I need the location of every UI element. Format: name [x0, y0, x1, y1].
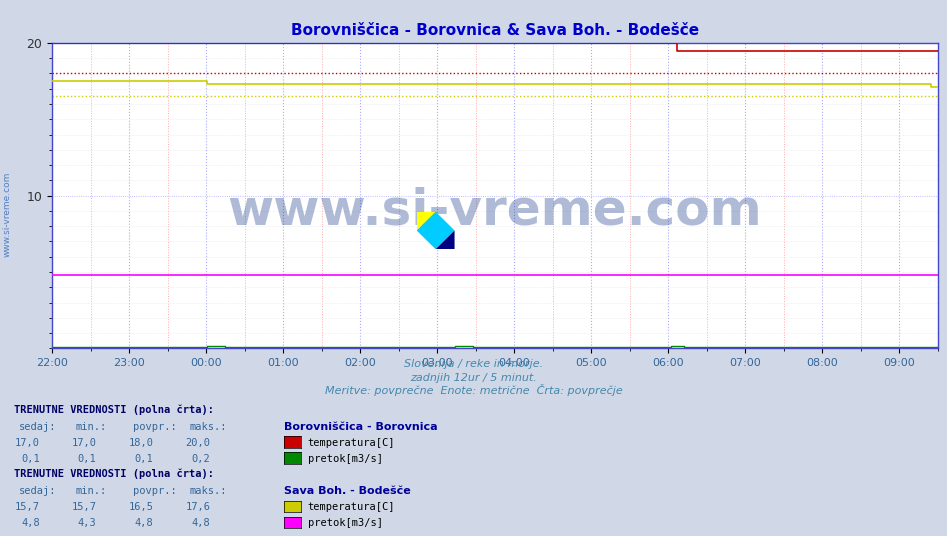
Text: 4,8: 4,8 — [21, 518, 40, 528]
Text: temperatura[C]: temperatura[C] — [308, 438, 395, 448]
Text: 15,7: 15,7 — [72, 502, 97, 512]
Text: Sava Boh. - Bodešče: Sava Boh. - Bodešče — [284, 486, 411, 496]
Text: Meritve: povprečne  Enote: metrične  Črta: povprečje: Meritve: povprečne Enote: metrične Črta:… — [325, 384, 622, 396]
Text: 17,6: 17,6 — [186, 502, 210, 512]
Text: 20,0: 20,0 — [186, 438, 210, 448]
Text: Slovenija / reke in morje.: Slovenija / reke in morje. — [404, 359, 543, 369]
Text: povpr.:: povpr.: — [133, 486, 176, 496]
Title: Borovniščica - Borovnica & Sava Boh. - Bodešče: Borovniščica - Borovnica & Sava Boh. - B… — [291, 23, 699, 38]
Text: maks.:: maks.: — [189, 486, 227, 496]
Text: www.si-vreme.com: www.si-vreme.com — [227, 187, 762, 235]
Text: povpr.:: povpr.: — [133, 422, 176, 432]
Text: 4,8: 4,8 — [134, 518, 153, 528]
Text: 17,0: 17,0 — [72, 438, 97, 448]
Text: maks.:: maks.: — [189, 422, 227, 432]
Text: temperatura[C]: temperatura[C] — [308, 502, 395, 512]
Text: 17,0: 17,0 — [15, 438, 40, 448]
Text: 15,7: 15,7 — [15, 502, 40, 512]
Text: pretok[m3/s]: pretok[m3/s] — [308, 518, 383, 528]
Text: Borovniščica - Borovnica: Borovniščica - Borovnica — [284, 422, 438, 432]
Text: TRENUTNE VREDNOSTI (polna črta):: TRENUTNE VREDNOSTI (polna črta): — [14, 468, 214, 479]
Text: 0,1: 0,1 — [78, 454, 97, 464]
Text: 16,5: 16,5 — [129, 502, 153, 512]
Text: www.si-vreme.com: www.si-vreme.com — [3, 172, 12, 257]
Text: 0,1: 0,1 — [134, 454, 153, 464]
Text: 0,1: 0,1 — [21, 454, 40, 464]
Text: 18,0: 18,0 — [129, 438, 153, 448]
Text: min.:: min.: — [76, 486, 107, 496]
Text: TRENUTNE VREDNOSTI (polna črta):: TRENUTNE VREDNOSTI (polna črta): — [14, 404, 214, 415]
Text: sedaj:: sedaj: — [19, 486, 57, 496]
Text: 4,3: 4,3 — [78, 518, 97, 528]
Polygon shape — [417, 212, 436, 230]
Text: pretok[m3/s]: pretok[m3/s] — [308, 454, 383, 464]
Text: 0,2: 0,2 — [191, 454, 210, 464]
Polygon shape — [436, 230, 455, 249]
Text: 4,8: 4,8 — [191, 518, 210, 528]
Text: zadnjih 12ur / 5 minut.: zadnjih 12ur / 5 minut. — [410, 373, 537, 383]
Polygon shape — [417, 212, 455, 249]
Text: min.:: min.: — [76, 422, 107, 432]
Text: sedaj:: sedaj: — [19, 422, 57, 432]
